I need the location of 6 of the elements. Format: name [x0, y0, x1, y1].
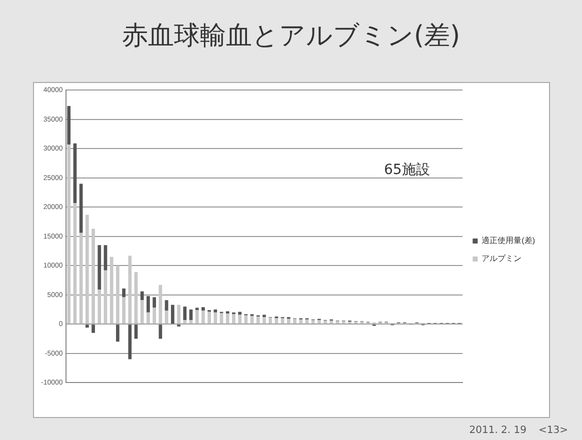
- annotation: 65施設: [384, 161, 430, 179]
- legend-label: 適正使用量(差): [482, 236, 536, 246]
- text: <13>: [538, 425, 568, 436]
- text: 2011. 2. 19: [469, 425, 527, 436]
- legend-label: アルブミン: [482, 254, 522, 264]
- chart-title: 赤血球輸血とアルブミン(差): [120, 20, 462, 53]
